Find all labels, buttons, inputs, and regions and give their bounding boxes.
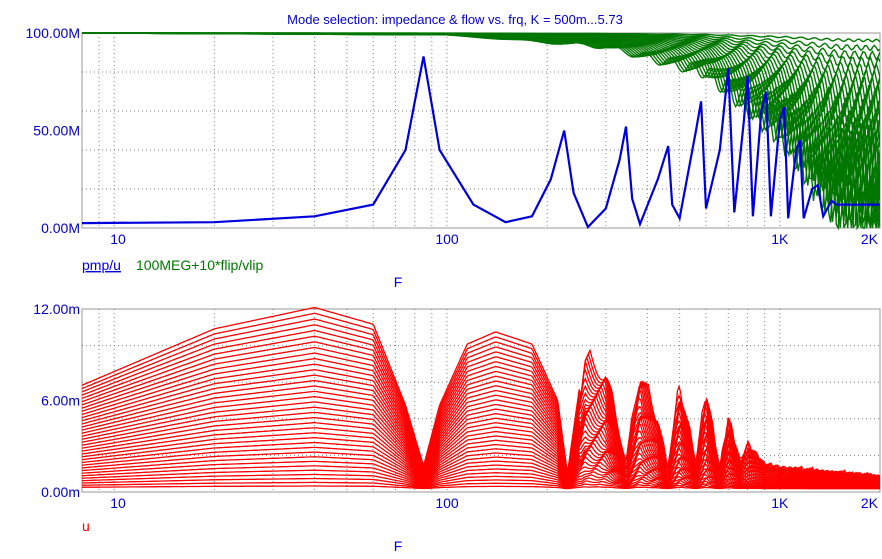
x-axis-label: F xyxy=(394,274,403,290)
series-red-line xyxy=(82,374,880,482)
x-tick-label: 100 xyxy=(435,231,459,247)
y-tick-label: 0.00M xyxy=(41,220,80,236)
series-red-line xyxy=(82,396,880,484)
x-grid xyxy=(98,33,781,228)
series-red-line xyxy=(82,477,880,489)
y-tick-label: 0.00m xyxy=(41,484,80,500)
plot-frame xyxy=(81,308,881,493)
series-red-group xyxy=(82,307,880,490)
x-tick-label: 10 xyxy=(110,231,126,247)
x-tick-label: 1K xyxy=(771,231,789,247)
series-red-line xyxy=(82,427,880,486)
x-axis-label: F xyxy=(394,538,403,554)
series-red-line xyxy=(82,460,880,488)
y-tick-label: 50.00M xyxy=(33,123,80,139)
legend-entry: 100MEG+10*flip/vlip xyxy=(136,257,263,273)
legend-entry: u xyxy=(82,518,90,534)
series-red-line xyxy=(82,352,880,480)
series-red-line xyxy=(82,469,880,489)
series-red-line xyxy=(82,329,880,479)
chart-title: Mode selection: impedance & flow vs. frq… xyxy=(287,12,623,27)
legend-entry: pmp/u xyxy=(82,257,121,273)
y-tick-label: 100.00M xyxy=(26,25,80,41)
series-red-line xyxy=(82,432,880,486)
series-red-line xyxy=(82,416,880,485)
x-tick-label: 10 xyxy=(110,495,126,511)
series-red-line xyxy=(82,485,880,490)
y-tick-label: 12.00m xyxy=(33,301,80,317)
plot-flow: 10 100 1K 2K 0.00m 6.00m 12.00m Fu xyxy=(33,301,881,554)
x-tick-label: 1K xyxy=(771,495,789,511)
series-red-line xyxy=(82,401,880,484)
series-red-line xyxy=(82,456,880,488)
x-tick-label: 2K xyxy=(861,231,879,247)
series-blue-line xyxy=(81,56,880,229)
series-red-line xyxy=(82,346,880,480)
series-red-line xyxy=(82,481,880,490)
series-red-line xyxy=(82,307,880,477)
series-red-line xyxy=(82,324,880,478)
series-green-line xyxy=(82,32,880,231)
x-tick-label: 100 xyxy=(435,495,459,511)
x-tick-label: 2K xyxy=(861,495,879,511)
series-red-line xyxy=(82,411,880,485)
series-red-line xyxy=(82,380,880,482)
y-tick-label: 6.00m xyxy=(41,393,80,409)
series-red-line xyxy=(82,446,880,487)
